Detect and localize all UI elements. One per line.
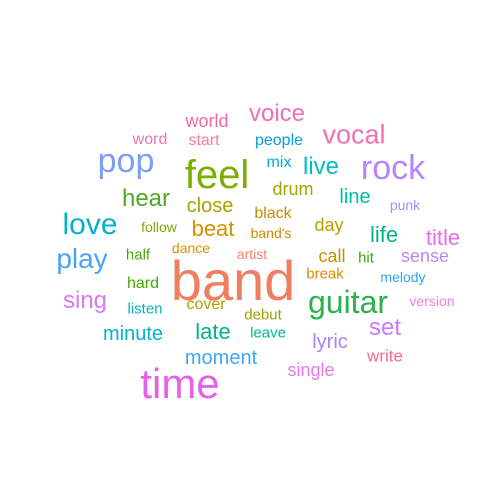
word: close bbox=[186, 195, 234, 217]
word: title bbox=[425, 225, 461, 250]
word: lyric bbox=[312, 331, 348, 353]
word: line bbox=[339, 186, 371, 208]
word: play bbox=[56, 243, 108, 274]
word: leave bbox=[250, 324, 286, 342]
word: vocal bbox=[322, 119, 386, 150]
word: time bbox=[140, 360, 220, 407]
word: melody bbox=[380, 269, 426, 285]
word: hit bbox=[358, 249, 374, 267]
word: voice bbox=[248, 100, 306, 127]
word: beat bbox=[191, 216, 235, 241]
word: black bbox=[254, 205, 292, 222]
word: half bbox=[125, 246, 151, 264]
word: punk bbox=[389, 197, 421, 213]
word: single bbox=[287, 360, 335, 380]
word: feel bbox=[184, 153, 250, 197]
word: start bbox=[188, 132, 220, 149]
word: write bbox=[367, 346, 403, 366]
word: pop bbox=[97, 142, 155, 180]
word: dance bbox=[171, 240, 211, 256]
word: word bbox=[132, 131, 168, 148]
word: version bbox=[409, 293, 455, 309]
word: call bbox=[318, 246, 346, 266]
word: world bbox=[185, 111, 229, 131]
word: follow bbox=[141, 219, 177, 235]
word: cover bbox=[186, 296, 226, 313]
word: people bbox=[254, 132, 304, 149]
word: sense bbox=[400, 246, 450, 266]
word: minute bbox=[102, 323, 164, 345]
word: sing bbox=[62, 287, 108, 314]
word: late bbox=[195, 319, 231, 344]
word: band bbox=[170, 249, 296, 312]
word: moment bbox=[184, 347, 258, 369]
word: guitar bbox=[307, 284, 389, 320]
word: hard bbox=[126, 275, 160, 292]
word: artist bbox=[236, 246, 268, 262]
word: live bbox=[302, 153, 340, 180]
word: band's bbox=[250, 225, 292, 241]
word: mix bbox=[266, 154, 292, 171]
word: listen bbox=[127, 300, 163, 318]
word: hear bbox=[121, 185, 171, 212]
word: break bbox=[306, 265, 344, 283]
word: rock bbox=[360, 149, 426, 187]
word: love bbox=[62, 208, 118, 241]
word: day bbox=[314, 215, 344, 235]
word: life bbox=[369, 222, 399, 247]
word: set bbox=[368, 314, 402, 341]
word: debut bbox=[244, 306, 282, 324]
word: drum bbox=[272, 179, 314, 199]
